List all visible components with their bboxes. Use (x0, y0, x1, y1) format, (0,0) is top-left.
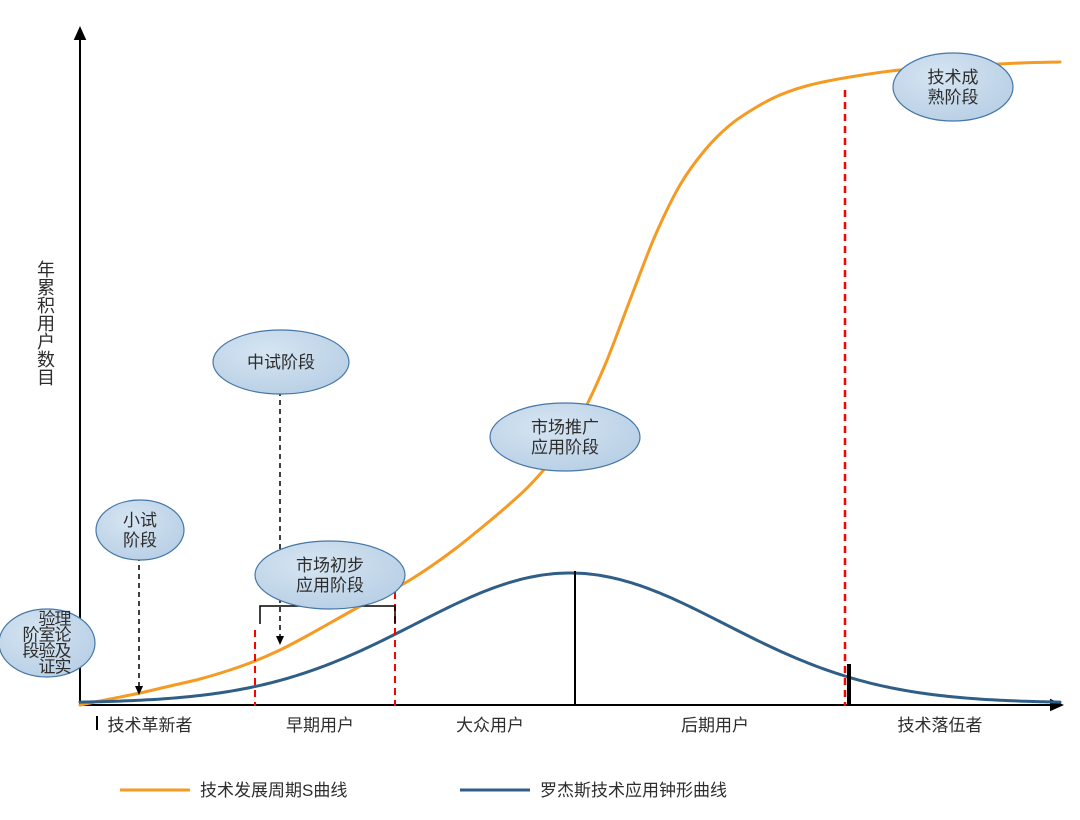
legend-label: 技术发展周期S曲线 (200, 781, 347, 800)
stage-label-char: 段 (23, 641, 40, 660)
y-axis-title: 年累积用户数目 (35, 260, 55, 386)
x-category-label: 技术革新者 (108, 716, 193, 735)
stage-label-char: 实 (55, 657, 72, 676)
stage-small: 小试阶段 (96, 500, 184, 560)
stage-label-line: 阶段 (123, 531, 157, 550)
x-category-label: 大众用户 (456, 716, 524, 735)
stage-label-line: 熟阶段 (928, 87, 979, 107)
x-category-label: 后期用户 (681, 716, 749, 735)
stage-label-line: 应用阶段 (531, 438, 599, 457)
x-category-label: 早期用户 (286, 716, 354, 735)
stage-mature: 技术成熟阶段 (893, 53, 1013, 121)
stage-mid: 中试阶段 (213, 330, 349, 394)
stage-label-line: 市场初步 (296, 556, 364, 575)
stage-label-line: 中试阶段 (247, 353, 315, 372)
stage-market2: 市场推广应用阶段 (490, 403, 640, 471)
chart-canvas: 年累积用户数目技术革新者早期用户大众用户后期用户技术落伍者理论及实验室验证阶段小… (0, 0, 1080, 820)
x-category-label: 技术落伍者 (898, 716, 983, 735)
stage-market1: 市场初步应用阶段 (255, 541, 405, 609)
stage-label-line: 小试 (123, 511, 157, 530)
legend-label: 罗杰斯技术应用钟形曲线 (540, 781, 727, 800)
stage-label-char: 证 (39, 657, 56, 676)
stage-label-line: 应用阶段 (296, 576, 364, 595)
stage-label-line: 技术成 (928, 68, 979, 87)
stage-label-line: 市场推广 (531, 418, 599, 437)
stage-theory: 理论及实验室验证阶段 (0, 609, 95, 677)
